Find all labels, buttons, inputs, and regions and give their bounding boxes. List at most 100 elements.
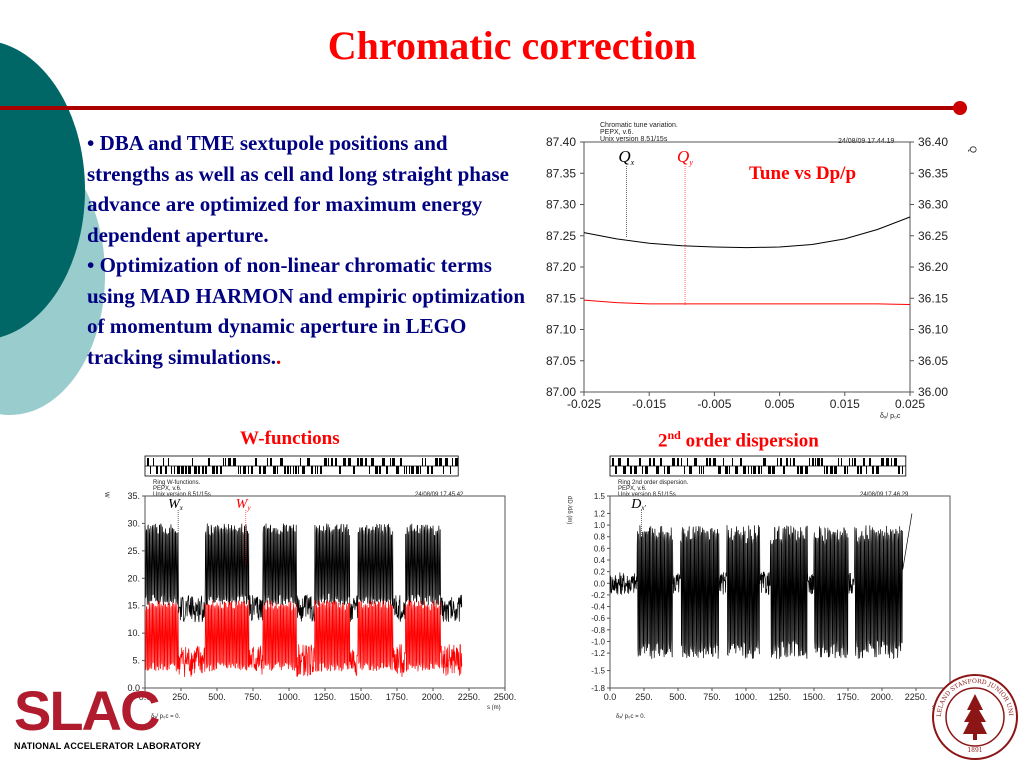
chart2-xlabel-1: 250. [172,692,190,702]
chart2-xaxis-label: s (m) [487,705,501,711]
chart2-lattice-magnet-37 [273,466,276,474]
chart3-lattice-magnet-71 [860,466,862,474]
chart1-marker-0: Qx [618,147,634,167]
chart3-lattice-magnet-62 [834,466,837,474]
chart2-lattice-magnet-23 [223,458,224,466]
chart1-ylabel-right-axis: Q [968,146,978,153]
chart3-lattice-magnet-44 [772,466,775,474]
chart2-lattice-magnet-82 [427,466,429,474]
chart2-lattice-magnet-54 [328,458,329,466]
chart3-lattice-magnet-79 [891,458,892,466]
chart3-lattice-magnet-45 [777,458,778,466]
chart1-marker-1: Qy [677,147,693,167]
chart3-lattice-magnet-77 [881,458,884,466]
chart3-lattice-magnet-73 [866,466,867,474]
chart1-ylabel-left-2: 87.10 [546,323,576,337]
chart1-ylabel-right-2: 36.10 [918,323,948,337]
chart2-lattice-magnet-33 [259,466,261,474]
chart2-lattice-magnet-34 [263,466,266,474]
chart3-lattice-magnet-26 [706,458,708,466]
chart3-ylabel-axis: dD /dδ (m) [566,496,572,524]
chart1-ylabel-left-3: 87.15 [546,291,576,305]
chart2-ylabel-2: 10. [127,628,140,638]
chart3-lattice-magnet-8 [642,466,643,474]
chart3-lattice-magnet-46 [780,458,782,466]
seal-inner [945,687,1005,747]
chart3-lattice-magnet-81 [898,466,900,474]
chart3-lattice-magnet-20 [687,458,688,466]
chart1-header-1: PEPX, v.6. [600,129,633,136]
chart2-lattice-magnet-13 [188,466,191,474]
chart2-xlabel-5: 1250. [314,692,337,702]
chart3-lattice-magnet-60 [826,466,828,474]
chart3-lattice-magnet-61 [830,466,833,474]
bullet-2-period: . [276,344,282,369]
chart1-ylabel-left-4: 87.20 [546,260,576,274]
chart2-lattice-magnet-38 [277,466,278,474]
chart3-ylabel-12: 0.8 [594,533,606,542]
chart2-lattice-magnet-58 [343,458,346,466]
teal-arc [0,42,85,338]
chart1-ylabel-right-8: 36.40 [918,135,948,149]
chart3-ylabel-5: -0.6 [591,614,605,623]
slac-subtitle: NATIONAL ACCELERATOR LABORATORY [14,741,202,751]
chart2-lattice-magnet-73 [400,458,402,466]
chart3-xlabel-8: 2000. [871,692,894,702]
chart3-lattice-magnet-29 [718,466,721,474]
chart1-ylabel-right-6: 36.30 [918,198,948,212]
decorative-arcs [0,42,105,415]
chart2-lattice-magnet-32 [255,458,257,466]
chart3-lattice-magnet-75 [872,466,874,474]
chart3-lattice-magnet-33 [732,458,733,466]
chart3-marker-0: Dx' [630,497,646,512]
chart2-lattice-magnet-79 [420,466,421,474]
chart2-ylabel-7: 35. [127,491,140,501]
chart2-lattice-magnet-69 [386,466,388,474]
disp-label: 2nd order dispersion [658,428,819,452]
chart3-lattice-magnet-10 [649,458,651,466]
chart2-ylabel-4: 20. [127,573,140,583]
chart1-ylabel-left-6: 87.30 [546,198,576,212]
chart3-lattice-magnet-32 [729,466,730,474]
chart2-lattice-magnet-64 [369,466,370,474]
seal-year: 1891 [967,747,982,754]
chart1-ylabel-left-0: 87.00 [546,385,576,399]
chart2-lattice-magnet-74 [404,466,405,474]
chart2-lattice-magnet-46 [300,458,301,466]
chart2-lattice-magnet-39 [280,458,283,466]
chart2-xlabel-7: 1750. [386,692,409,702]
chart3-lattice-magnet-51 [797,466,799,474]
chart3-xlabel-9: 2250. [905,692,928,702]
chart3-lattice-magnet-36 [743,466,746,474]
chart3-lattice-magnet-13 [660,458,662,466]
chart2-lattice-magnet-47 [302,466,305,474]
chart1-xlabel-0: -0.025 [567,397,601,411]
chart3-lattice-magnet-57 [817,458,820,466]
disp-label-suffix: order dispersion [680,430,819,452]
chart3-lattice-magnet-14 [664,466,665,474]
chart2-lattice-magnet-3 [156,466,158,474]
chart2-ylabel-1: 5. [132,656,140,666]
chart3-xlabel-2: 500. [669,692,687,702]
disp-label-sup: nd [667,428,681,442]
chart3-lattice-magnet-58 [821,458,823,466]
chart2-lattice-magnet-1 [150,466,151,474]
chart3-lattice-magnet-35 [740,458,742,466]
chart3-lattice-magnet-80 [894,458,897,466]
chart3-footnote: δₓ/ p₀c = 0. [616,714,646,720]
chart3-lattice-magnet-22 [694,458,697,466]
chart2-lattice-magnet-0 [147,458,149,466]
chart2-lattice-magnet-63 [365,458,367,466]
chart2-lattice-magnet-76 [409,466,410,474]
chart2-xlabel-0: 0.0 [139,692,152,702]
slac-logo: SLAC [14,680,161,740]
chart2-timestamp: 24/08/09 17.45.42 [415,492,464,498]
chart3-ylabel-7: -0.2 [591,591,605,600]
chart1-series-Qx [583,216,911,249]
chart2-ylabel-5: 25. [127,546,140,556]
chart2-lattice-magnet-71 [392,458,395,466]
chart3-lattice-magnet-23 [699,466,700,474]
chart3-lattice-magnet-54 [809,458,810,466]
chart2-lattice-magnet-83 [431,466,433,474]
chart3-xlabel-5: 1250. [769,692,792,702]
